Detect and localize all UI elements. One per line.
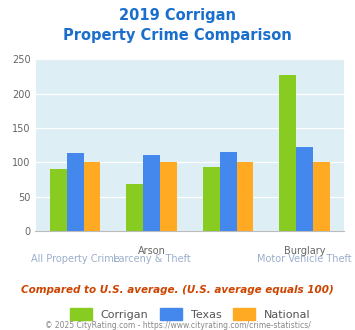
Bar	[279, 75, 296, 231]
Bar	[67, 153, 84, 231]
Text: Motor Vehicle Theft: Motor Vehicle Theft	[257, 254, 352, 264]
Bar	[296, 147, 313, 231]
Text: © 2025 CityRating.com - https://www.cityrating.com/crime-statistics/: © 2025 CityRating.com - https://www.city…	[45, 321, 310, 330]
Text: Burglary: Burglary	[284, 246, 325, 256]
Text: Larceny & Theft: Larceny & Theft	[113, 254, 191, 264]
Bar	[84, 162, 100, 231]
Bar	[160, 162, 177, 231]
Bar	[220, 152, 236, 231]
Text: All Property Crime: All Property Crime	[31, 254, 120, 264]
Bar	[143, 155, 160, 231]
Bar	[50, 169, 67, 231]
Bar	[126, 183, 143, 231]
Text: Compared to U.S. average. (U.S. average equals 100): Compared to U.S. average. (U.S. average …	[21, 285, 334, 295]
Legend: Corrigan, Texas, National: Corrigan, Texas, National	[70, 308, 310, 320]
Bar	[203, 167, 220, 231]
Bar	[313, 162, 330, 231]
Bar	[236, 162, 253, 231]
Text: Property Crime Comparison: Property Crime Comparison	[63, 28, 292, 43]
Text: 2019 Corrigan: 2019 Corrigan	[119, 8, 236, 23]
Text: Arson: Arson	[138, 246, 166, 256]
